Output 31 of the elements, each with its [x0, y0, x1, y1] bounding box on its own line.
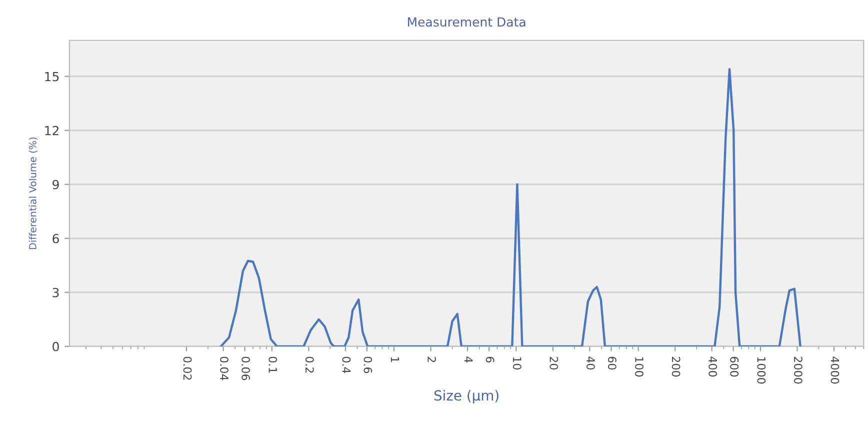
x-tick-label: 600 — [730, 356, 739, 377]
x-tick-label: 2 — [428, 356, 436, 362]
x-tick-label: 200 — [672, 356, 680, 377]
y-tick-label: 6 — [52, 234, 59, 244]
x-tick-label: 0.6 — [364, 356, 372, 374]
x-tick-label: 20 — [550, 356, 558, 370]
y-tick-label: 15 — [45, 72, 59, 82]
x-tick-label: 4000 — [830, 356, 840, 384]
chart-title: Measurement Data — [408, 17, 526, 27]
x-tick-label: 0.2 — [305, 356, 314, 373]
x-tick-label: 1 — [390, 357, 400, 362]
y-tick-label: 0 — [52, 342, 59, 352]
x-tick-label: 6 — [486, 356, 494, 362]
x-tick-label: 400 — [708, 356, 718, 377]
x-tick-label: 0.06 — [242, 356, 250, 380]
x-tick-label: 0.1 — [268, 356, 278, 373]
y-tick-label: 3 — [52, 288, 59, 298]
x-tick-label: 2000 — [794, 356, 802, 384]
x-tick-label: 0.02 — [183, 356, 192, 380]
x-axis-title: Size (µm) — [434, 390, 498, 404]
y-tick-label: 9 — [52, 180, 59, 190]
x-tick-label: 10 — [512, 357, 522, 370]
x-tick-label: 60 — [608, 356, 616, 370]
x-tick-label: 4 — [464, 356, 473, 363]
y-tick-label: 12 — [45, 126, 58, 136]
x-tick-label: 1000 — [757, 357, 766, 384]
x-tick-label: 0.04 — [220, 356, 228, 380]
x-tick-label: 100 — [635, 357, 644, 377]
x-tick-label: 40 — [586, 356, 595, 370]
y-axis-title: Differential Volume (%) — [28, 138, 38, 250]
x-tick-label: 0.4 — [342, 356, 351, 374]
